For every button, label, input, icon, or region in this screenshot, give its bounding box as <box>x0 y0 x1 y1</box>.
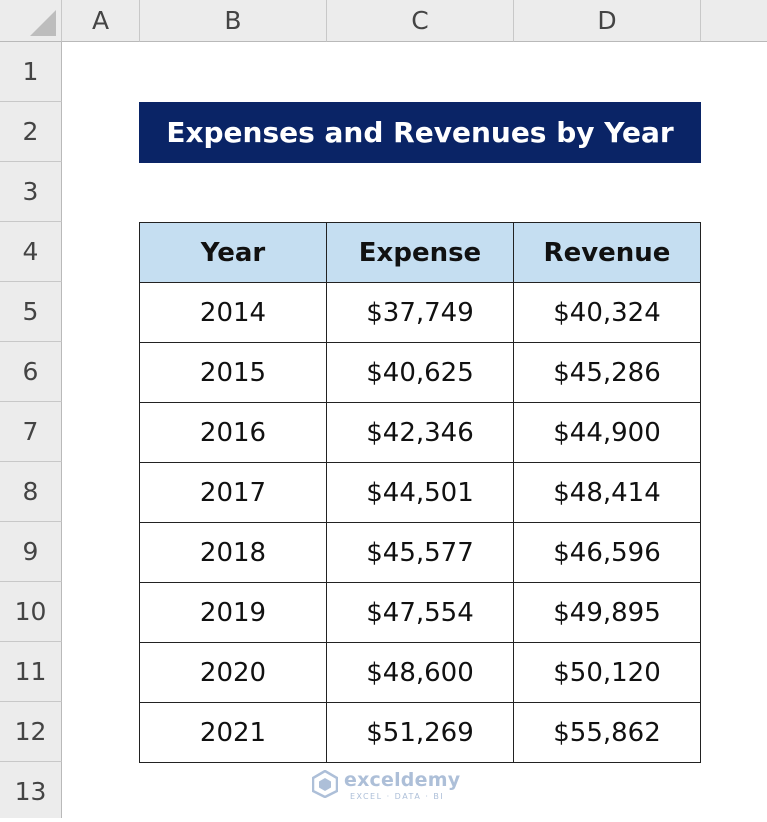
year-cell[interactable]: 2016 <box>139 402 327 463</box>
exceldemy-watermark: exceldemy EXCEL · DATA · BI <box>312 768 462 808</box>
row-header-13[interactable]: 13 <box>0 762 62 818</box>
revenue-cell[interactable]: $55,862 <box>513 702 701 763</box>
expense-cell[interactable]: $47,554 <box>326 582 514 643</box>
row-header-11[interactable]: 11 <box>0 642 62 702</box>
year-cell[interactable]: 2020 <box>139 642 327 703</box>
header-expense[interactable]: Expense <box>326 222 514 283</box>
expense-cell[interactable]: $51,269 <box>326 702 514 763</box>
year-cell[interactable]: 2014 <box>139 282 327 343</box>
table-row: 2015 $40,625 $45,286 <box>139 342 701 403</box>
row-header-6[interactable]: 6 <box>0 342 62 402</box>
select-all-triangle-icon <box>30 10 56 36</box>
year-cell[interactable]: 2021 <box>139 702 327 763</box>
year-cell[interactable]: 2019 <box>139 582 327 643</box>
column-header-d[interactable]: D <box>514 0 701 42</box>
watermark-name: exceldemy <box>344 769 461 791</box>
header-year[interactable]: Year <box>139 222 327 283</box>
expense-cell[interactable]: $44,501 <box>326 462 514 523</box>
revenue-cell[interactable]: $46,596 <box>513 522 701 583</box>
expenses-revenues-table: Year Expense Revenue 2014 $37,749 $40,32… <box>139 222 701 763</box>
revenue-cell[interactable]: $50,120 <box>513 642 701 703</box>
row-header-2[interactable]: 2 <box>0 102 62 162</box>
table-title[interactable]: Expenses and Revenues by Year <box>139 102 701 163</box>
row-header-10[interactable]: 10 <box>0 582 62 642</box>
watermark-tagline: EXCEL · DATA · BI <box>350 792 445 801</box>
table-row: 2014 $37,749 $40,324 <box>139 282 701 343</box>
row-header-12[interactable]: 12 <box>0 702 62 762</box>
expense-cell[interactable]: $42,346 <box>326 402 514 463</box>
revenue-cell[interactable]: $40,324 <box>513 282 701 343</box>
select-all-corner[interactable] <box>0 0 62 42</box>
table-row: 2017 $44,501 $48,414 <box>139 462 701 523</box>
table-row: 2020 $48,600 $50,120 <box>139 642 701 703</box>
expense-cell[interactable]: $40,625 <box>326 342 514 403</box>
table-row: 2019 $47,554 $49,895 <box>139 582 701 643</box>
column-header-a[interactable]: A <box>62 0 140 42</box>
row-header-4[interactable]: 4 <box>0 222 62 282</box>
header-revenue[interactable]: Revenue <box>513 222 701 283</box>
table-row: 2021 $51,269 $55,862 <box>139 702 701 763</box>
row-header-3[interactable]: 3 <box>0 162 62 222</box>
column-header-b[interactable]: B <box>140 0 327 42</box>
row-header-8[interactable]: 8 <box>0 462 62 522</box>
revenue-cell[interactable]: $44,900 <box>513 402 701 463</box>
row-header-1[interactable]: 1 <box>0 42 62 102</box>
revenue-cell[interactable]: $48,414 <box>513 462 701 523</box>
table-row: 2016 $42,346 $44,900 <box>139 402 701 463</box>
revenue-cell[interactable]: $45,286 <box>513 342 701 403</box>
row-header-7[interactable]: 7 <box>0 402 62 462</box>
row-header-9[interactable]: 9 <box>0 522 62 582</box>
year-cell[interactable]: 2018 <box>139 522 327 583</box>
expense-cell[interactable]: $37,749 <box>326 282 514 343</box>
expense-cell[interactable]: $48,600 <box>326 642 514 703</box>
year-cell[interactable]: 2015 <box>139 342 327 403</box>
table-header-row: Year Expense Revenue <box>139 222 701 283</box>
column-header-e-partial[interactable] <box>701 0 767 42</box>
table-row: 2018 $45,577 $46,596 <box>139 522 701 583</box>
year-cell[interactable]: 2017 <box>139 462 327 523</box>
row-header-5[interactable]: 5 <box>0 282 62 342</box>
exceldemy-logo-icon <box>312 770 338 798</box>
column-header-c[interactable]: C <box>327 0 514 42</box>
expense-cell[interactable]: $45,577 <box>326 522 514 583</box>
revenue-cell[interactable]: $49,895 <box>513 582 701 643</box>
